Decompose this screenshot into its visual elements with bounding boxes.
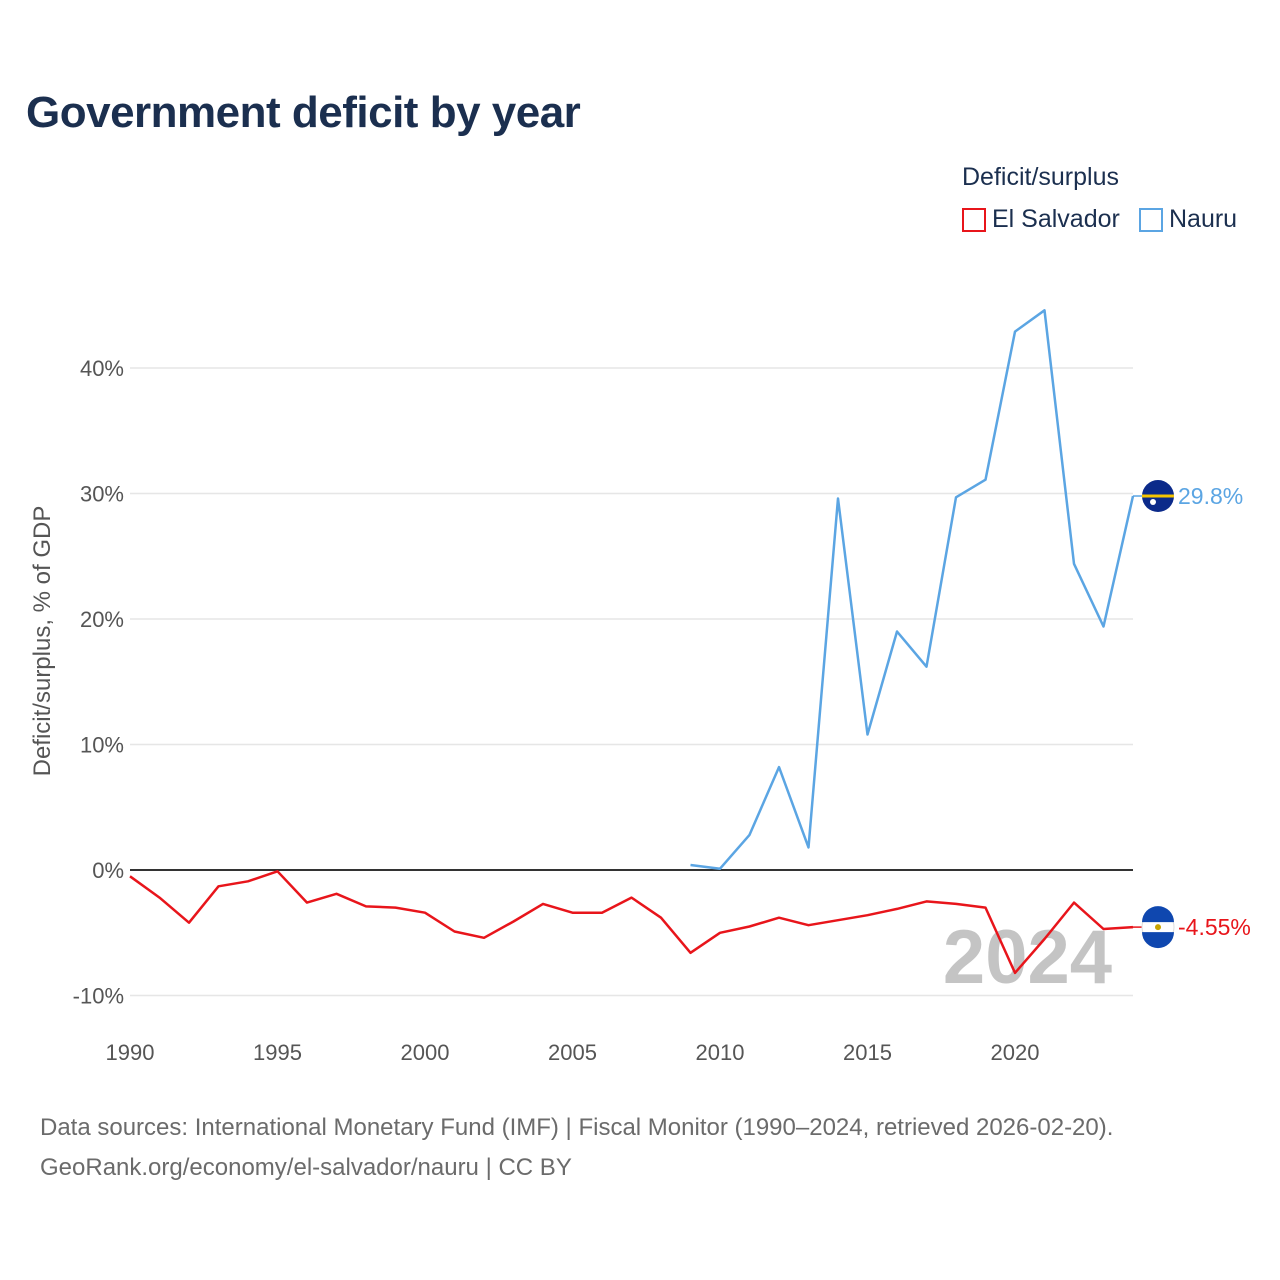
y-tick-label: 30% — [80, 482, 124, 507]
end-value-label-el-salvador: -4.55% — [1178, 914, 1251, 940]
legend-swatch-el-salvador — [962, 207, 986, 232]
legend-label-el-salvador: El Salvador — [992, 205, 1120, 233]
series-lines — [129, 309, 1135, 975]
series-end-markers: -4.55% 29.8% — [1133, 480, 1251, 949]
y-tick-label: 10% — [80, 733, 124, 758]
x-tick-label: 2010 — [696, 1040, 745, 1065]
x-tick-label: 2020 — [991, 1040, 1040, 1065]
series-line-nauru — [690, 309, 1135, 870]
flag-emblem-el-salvador — [1155, 924, 1161, 931]
y-axis-title: Deficit/surplus, % of GDP — [29, 506, 56, 777]
x-tick-label: 2000 — [401, 1040, 450, 1065]
flag-star-nauru — [1150, 499, 1156, 506]
chart-title: Government deficit by year — [26, 88, 581, 137]
legend-item-nauru[interactable]: Nauru — [1139, 205, 1237, 234]
line-chart: -10% 0% 10% 20% 30% 40% 1990 1995 2000 2005 2010 2… — [29, 309, 1251, 1065]
legend-title: Deficit/surplus — [962, 163, 1119, 191]
x-tick-label: 1995 — [253, 1040, 302, 1065]
y-tick-label: 40% — [80, 356, 124, 381]
x-axis-ticks: 1990 1995 2000 2005 2010 2015 2020 — [106, 1040, 1040, 1065]
flag-top-band-el-salvador — [1142, 906, 1174, 923]
y-tick-label: 20% — [80, 607, 124, 632]
y-tick-label: 0% — [92, 858, 124, 883]
source-line-1: Data sources: International Monetary Fun… — [40, 1114, 1114, 1141]
grid-lines — [130, 367, 1133, 997]
end-value-label-nauru: 29.8% — [1178, 483, 1243, 509]
x-tick-label: 1990 — [106, 1040, 155, 1065]
x-tick-label: 2005 — [548, 1040, 597, 1065]
y-tick-label: -10% — [73, 984, 124, 1009]
flag-bottom-band-el-salvador — [1142, 932, 1174, 949]
legend-swatch-nauru — [1139, 207, 1163, 232]
legend-item-el-salvador[interactable]: El Salvador — [962, 205, 1120, 234]
series-line-el-salvador — [129, 870, 1134, 975]
flag-stripe-nauru — [1142, 494, 1174, 498]
source-note: Data sources: International Monetary Fun… — [40, 1108, 1113, 1188]
x-tick-label: 2015 — [843, 1040, 892, 1065]
source-line-2[interactable]: GeoRank.org/economy/el-salvador/nauru | … — [40, 1154, 572, 1181]
y-axis-ticks: -10% 0% 10% 20% 30% 40% — [73, 356, 124, 1009]
legend-label-nauru: Nauru — [1169, 205, 1238, 233]
